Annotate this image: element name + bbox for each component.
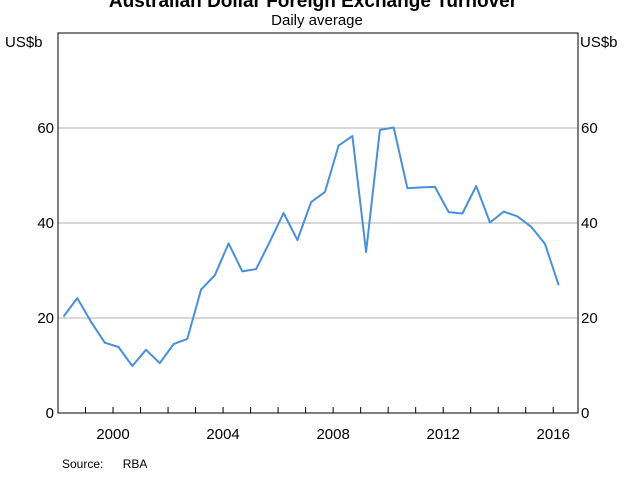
- x-tick-label-2016: 2016: [537, 426, 570, 443]
- y-tick-label-left-60: 60: [37, 120, 54, 137]
- y-tick-label-left-40: 40: [37, 215, 54, 232]
- series-layer: [63, 128, 558, 367]
- x-tick-label-2008: 2008: [316, 426, 349, 443]
- gridlines: [58, 128, 578, 318]
- axis-ticks: [58, 407, 553, 413]
- source-value: RBA: [123, 457, 148, 471]
- y-tick-label-right-0: 0: [581, 405, 589, 422]
- source-label: Source:: [62, 457, 103, 471]
- y-axis-unit-right: US$b: [580, 34, 618, 51]
- chart-subtitle: Daily average: [271, 12, 363, 29]
- y-tick-label-left-20: 20: [37, 310, 54, 327]
- y-axis-unit-left: US$b: [5, 34, 43, 51]
- x-tick-label-2000: 2000: [96, 426, 129, 443]
- source-note: Source: RBA: [62, 457, 147, 471]
- y-tick-label-right-20: 20: [581, 310, 598, 327]
- chart-title: Australian Dollar Foreign Exchange Turno…: [109, 0, 518, 12]
- y-tick-label-right-40: 40: [581, 215, 598, 232]
- x-tick-label-2004: 2004: [206, 426, 239, 443]
- y-tick-label-right-60: 60: [581, 120, 598, 137]
- x-tick-label-2012: 2012: [426, 426, 459, 443]
- y-tick-label-left-0: 0: [46, 405, 54, 422]
- tick-labels: 0 0 20 20 40 40 60 60 2000 2004 2008 2012 2016: [37, 120, 597, 443]
- series-line-0: [64, 128, 559, 367]
